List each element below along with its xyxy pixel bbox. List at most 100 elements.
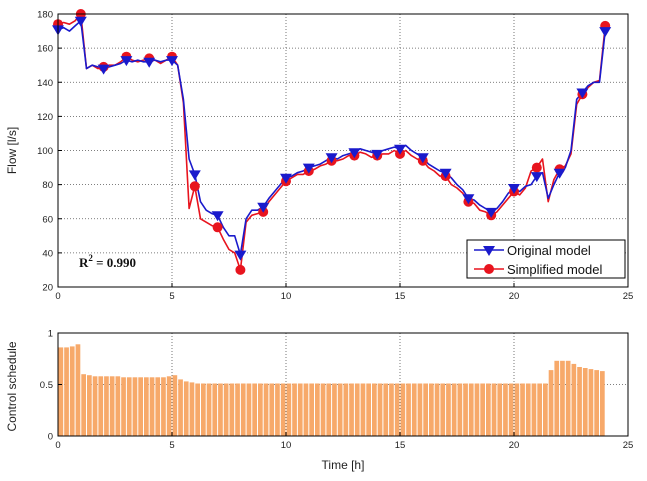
flow-x-tick-label: 25 (623, 291, 634, 302)
data-point-original (143, 57, 156, 68)
control-bars (58, 344, 605, 436)
schedule-bar (189, 382, 195, 436)
schedule-bar (161, 377, 166, 436)
schedule-bar (246, 383, 252, 436)
schedule-bar (218, 383, 223, 436)
schedule-bar (543, 383, 548, 436)
schedule-bar (69, 346, 75, 436)
flow-x-tick-label: 10 (281, 291, 292, 302)
legend-marker-original (483, 246, 495, 256)
control-y-tick-label: 0.5 (40, 380, 53, 391)
control-x-tick-label: 25 (623, 440, 634, 451)
control-x-tick-label: 5 (169, 440, 174, 451)
schedule-bar (434, 383, 440, 436)
schedule-bar (75, 344, 81, 436)
schedule-bar (315, 383, 320, 436)
schedule-bar (520, 383, 525, 436)
legend-marker-simplified (484, 264, 494, 274)
schedule-bar (172, 375, 178, 436)
schedule-bar (588, 369, 594, 436)
schedule-bar (292, 383, 297, 436)
data-point-original (348, 148, 361, 159)
schedule-bar (343, 383, 349, 436)
data-point-simplified (212, 222, 223, 233)
schedule-bar (560, 360, 565, 436)
flow-y-tick-label: 80 (42, 180, 53, 191)
control-x-tick-label: 15 (395, 440, 406, 451)
schedule-bar (423, 383, 428, 436)
data-point-original (394, 144, 406, 155)
schedule-bar (417, 383, 423, 436)
schedule-bar (58, 347, 64, 436)
schedule-bar (201, 383, 206, 436)
data-point-original (485, 207, 498, 218)
flow-series-line-original (57, 19, 606, 256)
schedule-bar (463, 383, 468, 436)
flow-series-markers (52, 9, 612, 275)
control-y-tick-label: 1 (48, 329, 53, 340)
control-axis-ticks: 00.510 5 10 15 20 25 (40, 329, 634, 452)
flow-x-tick-label: 0 (55, 291, 60, 302)
time-x-axis-label: Time [h] (322, 458, 365, 472)
flow-x-tick-label: 15 (395, 291, 406, 302)
schedule-bar (571, 363, 577, 436)
flow-y-axis-label: Flow [l/s] (5, 127, 19, 174)
data-point-original (234, 250, 247, 261)
schedule-bar (252, 383, 257, 436)
flow-x-tick-label: 20 (509, 291, 520, 302)
schedule-bar (337, 383, 343, 436)
schedule-bar (144, 377, 149, 436)
flow-y-tick-label: 140 (37, 78, 53, 89)
schedule-bar (514, 383, 520, 436)
schedule-bar (349, 383, 354, 436)
schedule-bar (326, 383, 332, 436)
r2-superscript: 2 (88, 253, 93, 263)
schedule-bar (297, 383, 303, 436)
schedule-bar (309, 383, 314, 436)
schedule-bar (565, 360, 571, 436)
schedule-bar (451, 383, 457, 436)
schedule-bar (446, 383, 451, 436)
r2-value: = 0.990 (93, 255, 136, 270)
schedule-bar (258, 383, 263, 436)
schedule-bar (372, 383, 377, 436)
schedule-bar (126, 377, 132, 436)
schedule-bar (406, 383, 411, 436)
flow-y-tick-label: 100 (37, 146, 53, 157)
schedule-bar (377, 383, 383, 436)
schedule-bar (206, 383, 212, 436)
flow-y-tick-label: 160 (37, 44, 53, 55)
schedule-bar (503, 383, 508, 436)
schedule-bar (149, 377, 155, 436)
schedule-bar (166, 376, 172, 436)
schedule-bar (138, 377, 143, 436)
control-schedule-panel: 00.510 5 10 15 20 25 Control schedule Time [h… (5, 329, 633, 473)
schedule-bar (486, 383, 491, 436)
legend-entry-simplified: Simplified model (474, 262, 602, 277)
control-x-tick-label: 0 (55, 440, 60, 451)
data-point-original (576, 88, 589, 99)
schedule-bar (263, 383, 269, 436)
schedule-bar (223, 383, 229, 436)
data-point-original (416, 153, 429, 164)
schedule-bar (594, 370, 599, 436)
data-point-original (302, 163, 315, 174)
schedule-bar (81, 374, 86, 436)
data-point-original (257, 202, 270, 213)
schedule-bar (525, 383, 531, 436)
r2-prefix: R (79, 255, 89, 270)
schedule-bar (548, 370, 554, 436)
schedule-bar (577, 367, 582, 436)
schedule-bar (183, 381, 189, 436)
schedule-bar (115, 376, 121, 436)
data-point-original (97, 64, 110, 75)
schedule-bar (332, 383, 337, 436)
r-squared-annotation: R2 = 0.990 (79, 253, 136, 270)
schedule-bar (235, 383, 240, 436)
legend: Original model Simplified model (466, 239, 626, 279)
control-grid (58, 333, 628, 436)
data-point-simplified (531, 162, 542, 173)
schedule-bar (92, 376, 98, 436)
schedule-bar (286, 383, 292, 436)
control-x-tick-label: 20 (509, 440, 520, 451)
